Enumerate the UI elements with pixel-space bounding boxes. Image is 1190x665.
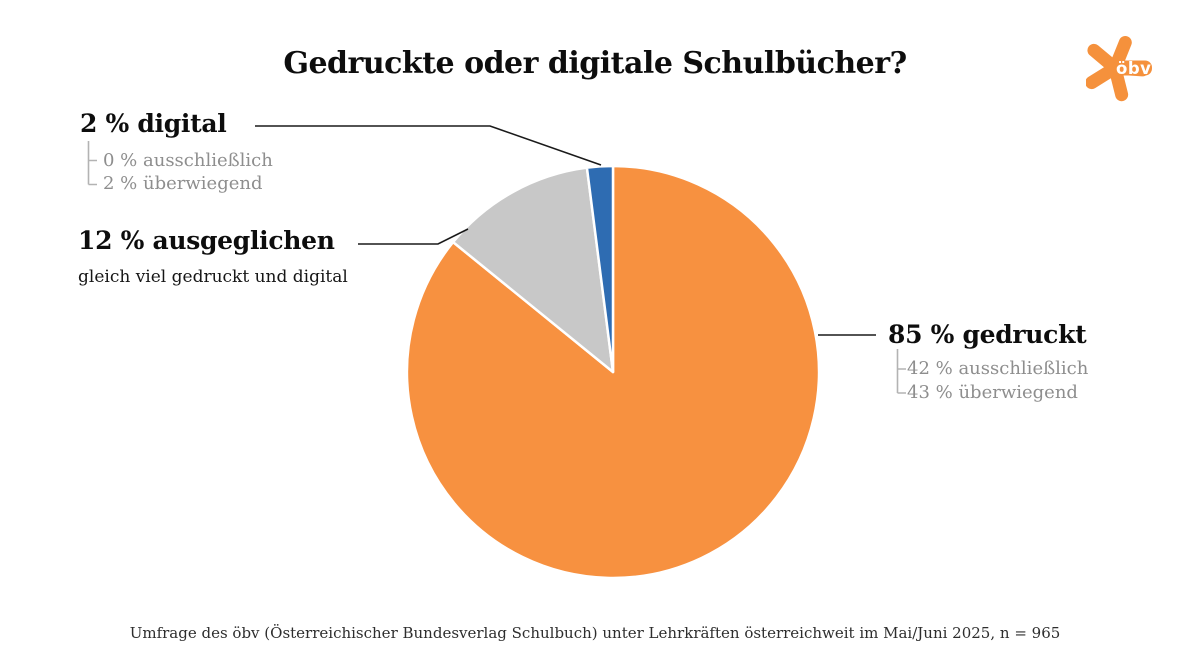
- leader-line-ausgeglichen: [358, 228, 469, 245]
- oebv-logo-text: öbv: [1116, 59, 1151, 78]
- label-digital: 2 % digital: [80, 109, 227, 138]
- label-gedruckt-ueberwiegend: 43 % überwiegend: [907, 382, 1078, 403]
- pie-slice-ausgeglichen: [451, 166, 615, 374]
- leader-line-digital: [255, 125, 602, 166]
- asterisk-icon: [1086, 36, 1152, 102]
- bracket-digital: [87, 141, 97, 186]
- label-gedruckt-ausschliesslich: 42 % ausschließlich: [907, 358, 1089, 379]
- chart-title: Gedruckte oder digitale Schulbücher?: [283, 46, 907, 81]
- source-caption: Umfrage des öbv (Österreichischer Bundes…: [129, 624, 1061, 642]
- label-digital-ausschliesslich: 0 % ausschließlich: [103, 150, 273, 171]
- label-ausgeglichen-note: gleich viel gedruckt und digital: [78, 267, 348, 287]
- pie-slices: [405, 164, 821, 580]
- label-digital-ueberwiegend: 2 % überwiegend: [103, 173, 263, 194]
- bracket-gedruckt: [896, 349, 906, 394]
- label-gedruckt: 85 % gedruckt: [888, 320, 1087, 349]
- pie-slice-gedruckt: [405, 164, 821, 580]
- label-ausgeglichen: 12 % ausgeglichen: [78, 226, 335, 255]
- pie-slice-digital: [585, 164, 615, 374]
- oebv-logo: öbv: [1086, 36, 1152, 102]
